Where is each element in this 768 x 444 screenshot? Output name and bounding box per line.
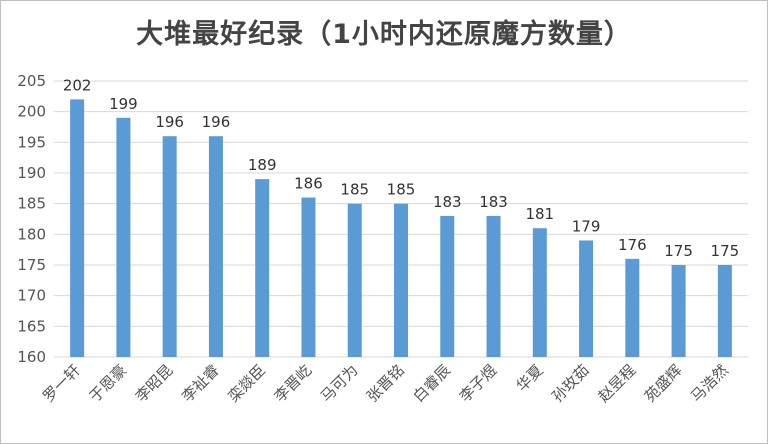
data-label: 186	[294, 175, 323, 193]
data-label: 175	[711, 242, 740, 260]
y-tick-label: 200	[17, 103, 46, 121]
x-tick-label: 华夏	[513, 361, 547, 395]
bar	[208, 136, 223, 357]
bar	[394, 203, 408, 357]
y-tick-label: 170	[17, 287, 46, 305]
x-tick-label: 李昭昆	[132, 361, 177, 406]
bar	[70, 99, 85, 358]
x-tick-label: 马浩然	[687, 361, 732, 406]
bar	[116, 117, 131, 357]
data-label: 183	[479, 193, 508, 211]
bar	[347, 203, 362, 357]
bar	[579, 240, 594, 357]
y-tick-label: 165	[17, 317, 46, 335]
x-tick-label: 于恩豪	[86, 361, 131, 406]
bar	[671, 265, 686, 357]
bar	[486, 215, 501, 357]
y-tick-label: 180	[17, 225, 46, 243]
data-label: 179	[572, 217, 601, 235]
x-tick-label: 栾燚臣	[224, 361, 269, 406]
data-label: 183	[433, 193, 462, 211]
x-tick-label: 李子煜	[456, 361, 501, 406]
bar	[625, 258, 640, 357]
y-tick-label: 205	[17, 72, 46, 90]
bar	[255, 179, 270, 357]
x-tick-label: 白睿辰	[410, 361, 455, 406]
x-tick-label: 马可为	[317, 361, 362, 406]
x-tick-label: 孙玫茹	[548, 361, 593, 406]
bar	[717, 265, 732, 357]
data-label: 196	[202, 113, 231, 131]
bar	[301, 197, 316, 357]
x-tick-label: 张晋铭	[363, 361, 408, 406]
data-label: 202	[63, 76, 92, 94]
data-label: 189	[248, 156, 277, 174]
data-label: 196	[155, 113, 184, 131]
x-tick-label: 赵昱程	[595, 361, 640, 406]
y-tick-label: 190	[17, 164, 46, 182]
x-tick-label: 李晋屹	[271, 361, 316, 406]
data-label: 199	[109, 95, 138, 113]
x-tick-label: 李祉睿	[178, 361, 223, 406]
bar	[440, 215, 455, 357]
y-tick-label: 195	[17, 133, 46, 151]
x-tick-label: 罗一轩	[39, 361, 84, 406]
chart-title: 大堆最好纪录（1小时内还原魔方数量）	[136, 19, 632, 50]
data-label: 185	[387, 181, 416, 199]
data-label: 185	[340, 181, 369, 199]
bar	[162, 136, 177, 357]
y-tick-label: 175	[17, 256, 46, 274]
data-label: 176	[618, 236, 647, 254]
y-tick-label: 160	[17, 348, 46, 366]
x-tick-label: 苑盛辉	[641, 361, 686, 406]
y-tick-label: 185	[17, 195, 46, 213]
data-label: 181	[525, 205, 554, 223]
data-label: 175	[664, 242, 693, 260]
bar	[532, 228, 547, 357]
